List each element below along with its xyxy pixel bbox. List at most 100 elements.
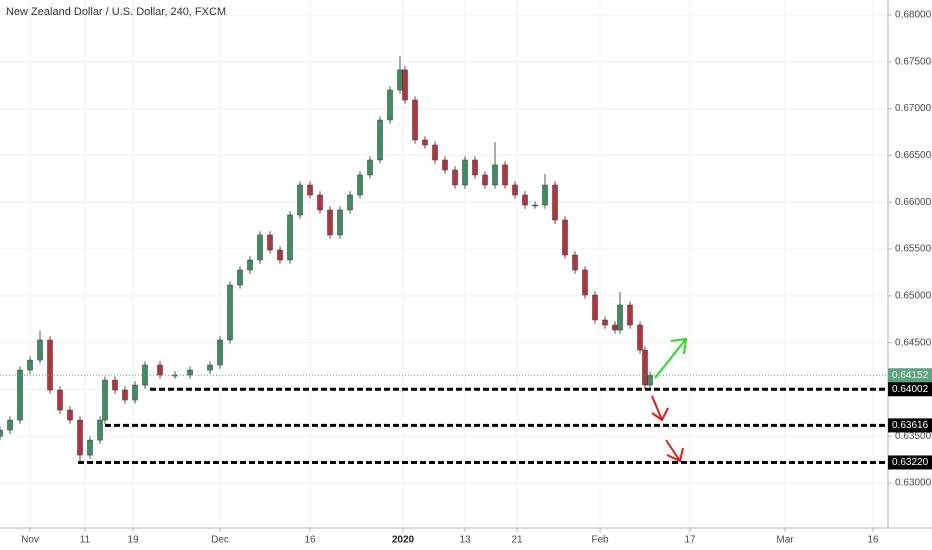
candle-body	[277, 249, 283, 261]
candle-body	[642, 349, 648, 386]
candle-body	[612, 324, 618, 331]
candle-body	[402, 69, 408, 101]
candle-body	[132, 384, 138, 401]
y-tick-label: 0.65000	[895, 290, 932, 301]
candle-body	[0, 429, 3, 437]
candle-body	[357, 174, 363, 196]
candle-body	[552, 184, 558, 221]
level-box	[888, 382, 932, 397]
candle-body	[412, 99, 418, 141]
candle-body	[442, 159, 448, 171]
y-tick-label: 0.67500	[895, 56, 932, 67]
candle-body	[542, 184, 548, 206]
candle-body	[602, 319, 608, 326]
candle-body	[57, 389, 63, 411]
candle-body	[347, 194, 353, 211]
y-tick-label: 0.68000	[895, 10, 932, 21]
x-tick-label: 11	[80, 535, 91, 546]
candle-body	[7, 419, 13, 431]
candle-body	[97, 419, 103, 441]
candle-body	[572, 254, 578, 271]
candle-body	[157, 364, 163, 376]
y-tick-label: 0.63500	[895, 431, 932, 442]
x-tick-label: 17	[684, 535, 696, 546]
candle-body	[17, 369, 23, 421]
candle-body	[582, 269, 588, 296]
plot	[0, 56, 888, 464]
candle-body	[397, 69, 403, 91]
candle-body	[482, 174, 488, 186]
level-box	[888, 418, 932, 433]
x-tick-label: 19	[127, 535, 139, 546]
candle-body	[627, 304, 633, 326]
candle-body	[327, 209, 333, 236]
candle-body	[637, 324, 643, 351]
candle-body	[647, 374, 653, 386]
axis-labels: 0.630000.635000.640000.645000.650000.655…	[21, 10, 932, 546]
y-tick-label: 0.64500	[895, 337, 932, 348]
candle-body	[247, 259, 253, 271]
x-tick-label: Mar	[776, 535, 794, 546]
x-tick-label: Feb	[591, 535, 609, 546]
candle-body	[47, 339, 53, 391]
candle-body	[562, 219, 568, 256]
candle-body	[502, 164, 508, 186]
candle-body	[337, 209, 343, 236]
level-label: 0.63616	[892, 420, 929, 431]
y-tick-label: 0.66000	[895, 197, 932, 208]
candle-body	[472, 159, 478, 176]
y-tick-label: 0.66500	[895, 150, 932, 161]
x-tick-label: Dec	[211, 535, 229, 546]
current-price-box	[888, 368, 932, 383]
candle-body	[287, 214, 293, 261]
current-price-label: 0.64152	[892, 370, 929, 381]
candle-body	[67, 409, 73, 421]
candle-body	[227, 284, 233, 341]
candle-body	[532, 204, 538, 207]
candle-body	[452, 169, 458, 186]
y-tick-label: 0.63000	[895, 478, 932, 489]
candle-body	[267, 234, 273, 251]
candle-body	[462, 159, 468, 186]
x-tick-label: 16	[304, 535, 316, 546]
x-tick-label: 21	[511, 535, 523, 546]
price-axis	[888, 0, 932, 528]
arrows	[651, 337, 688, 463]
candle-body	[617, 304, 623, 331]
candle-body	[492, 164, 498, 186]
x-tick-label: Nov	[21, 535, 39, 546]
candle-body	[522, 194, 528, 206]
level-label: 0.63220	[892, 457, 929, 468]
candle-body	[512, 184, 518, 196]
down-arrow	[665, 439, 684, 463]
x-tick-label: 2020	[392, 535, 415, 546]
x-tick-label: 16	[867, 535, 879, 546]
x-tick-label: 13	[459, 535, 471, 546]
candle-body	[102, 379, 108, 421]
candle-body	[112, 379, 118, 391]
candle-body	[257, 234, 263, 261]
level-label: 0.64002	[892, 384, 929, 395]
candle-body	[217, 339, 223, 366]
candle-body	[367, 159, 373, 176]
chart-title: New Zealand Dollar / U.S. Dollar, 240, F…	[6, 6, 226, 18]
candle-body	[592, 294, 598, 321]
candle-body	[187, 369, 193, 376]
candle-body	[27, 359, 33, 371]
candle-body	[422, 139, 428, 146]
up-arrow	[654, 337, 688, 379]
candle-body	[207, 364, 213, 371]
candle-body	[307, 184, 313, 196]
candle-body	[77, 419, 83, 456]
candle-body	[87, 439, 93, 456]
y-tick-label: 0.65500	[895, 244, 932, 255]
level-box	[888, 455, 932, 470]
candle-body	[122, 389, 128, 401]
candle-body	[237, 269, 243, 286]
candle-body	[37, 339, 43, 361]
candle-body	[317, 194, 323, 211]
y-tick-label: 0.67000	[895, 103, 932, 114]
